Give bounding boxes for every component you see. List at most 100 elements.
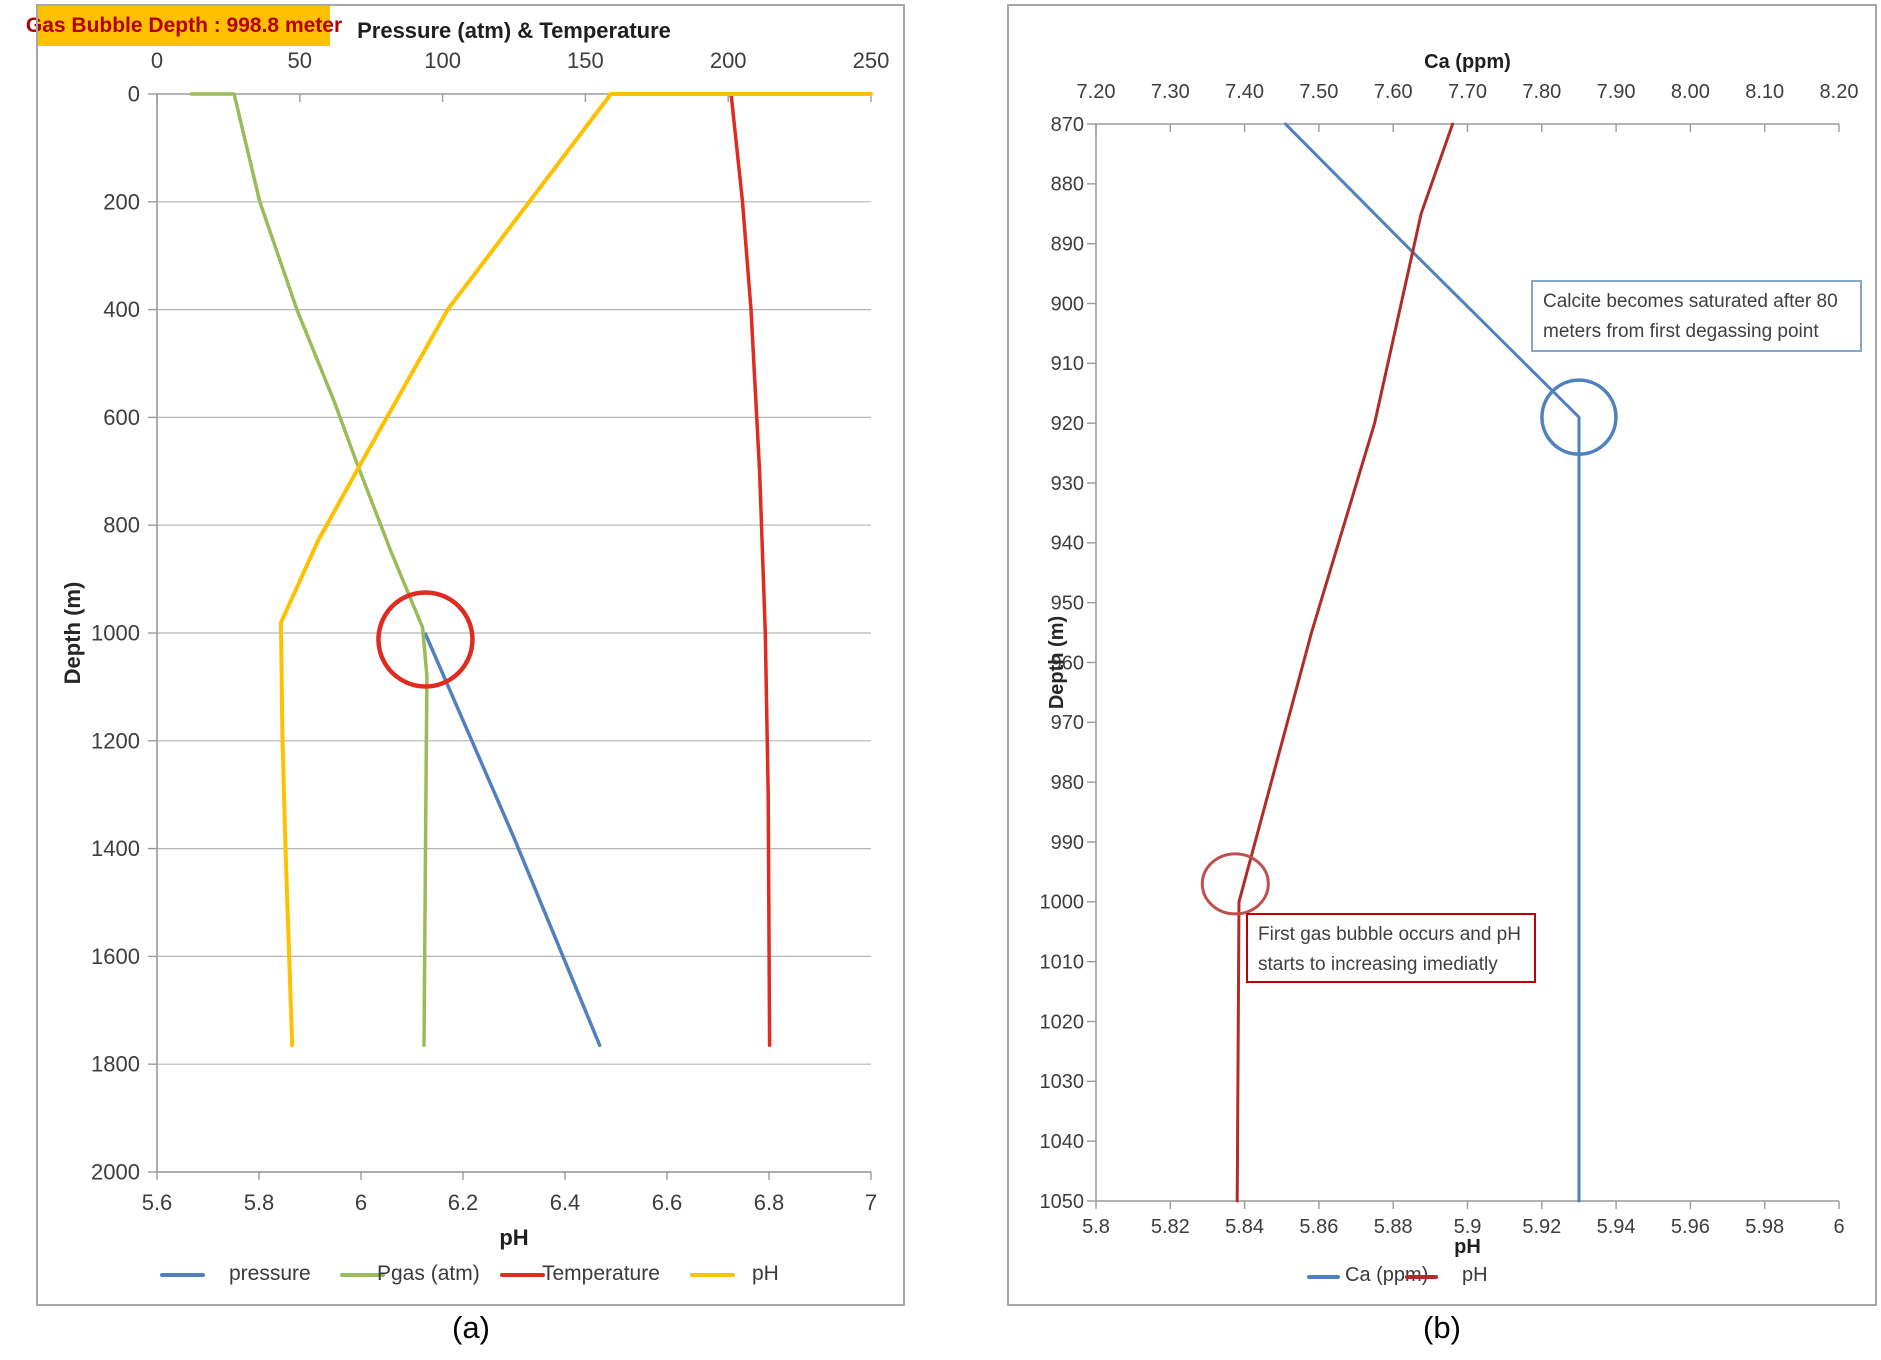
bottom-axis-tick-label: 6 <box>355 1190 367 1215</box>
top-axis-tick-label: 150 <box>567 48 604 73</box>
depth-tick-label: 1000 <box>91 620 140 645</box>
bottom-axis-tick-label: 6.2 <box>448 1190 479 1215</box>
bottom-axis-title: pH <box>499 1225 528 1250</box>
bottom-axis-title: pH <box>1454 1236 1481 1258</box>
top-axis-title: Ca (ppm) <box>1424 51 1511 73</box>
gas-bubble-depth-badge: Gas Bubble Depth : 998.8 meter <box>26 6 342 46</box>
legend-label-ca-ppm-: Ca (ppm) <box>1345 1264 1429 1286</box>
top-axis-tick-label: 7.80 <box>1522 81 1561 103</box>
top-axis-title: Pressure (atm) & Temperature <box>357 18 671 43</box>
bottom-axis-tick-label: 5.6 <box>142 1190 173 1215</box>
depth-tick-label: 2000 <box>91 1159 140 1184</box>
legend-swatch-ph <box>690 1273 735 1277</box>
series-temperature <box>729 92 772 1048</box>
annotation-line: starts to increasing imediatly <box>1258 954 1498 976</box>
depth-tick-label: 960 <box>1051 652 1084 674</box>
top-axis-tick-label: 7.60 <box>1374 81 1413 103</box>
series-pgas-atm- <box>189 92 429 1048</box>
depth-tick-label: 940 <box>1051 533 1084 555</box>
chart-a-svg: 0 50 100 150 200 250 Pressure (atm) & Temperat… <box>60 18 890 1250</box>
bottom-axis-tick-label: 5.94 <box>1597 1216 1636 1238</box>
bottom-axis-tick-label: 5.86 <box>1299 1216 1338 1238</box>
depth-tick-label: 930 <box>1051 473 1084 495</box>
top-axis-tick-label: 0 <box>151 48 163 73</box>
top-axis-tick-label: 7.40 <box>1225 81 1264 103</box>
depth-tick-label: 1200 <box>91 728 140 753</box>
top-axis-tick-label: 50 <box>288 48 312 73</box>
subfigure-caption-b: (b) <box>1423 1310 1461 1345</box>
subfigure-caption-a: (a) <box>452 1310 490 1345</box>
depth-tick-label: 400 <box>103 297 140 322</box>
bottom-axis-tick-label: 5.98 <box>1745 1216 1784 1238</box>
top-axis-tick-label: 250 <box>853 48 890 73</box>
annotation-gas-bubble-box: First gas bubble occurs and pH starts to… <box>1246 913 1536 983</box>
top-axis-tick-label: 8.10 <box>1745 81 1784 103</box>
depth-tick-label: 1030 <box>1040 1071 1085 1093</box>
depth-tick-label: 600 <box>103 405 140 430</box>
annotation-line: Calcite becomes saturated after 80 <box>1543 291 1838 312</box>
top-axis-tick-label: 7.20 <box>1077 81 1116 103</box>
depth-tick-label: 0 <box>128 81 140 106</box>
chart-panel-b: 7.20 7.30 7.40 7.50 7.60 7.70 7.80 7.90 8.00 8.10… <box>1007 4 1877 1306</box>
series-ca-ppm- <box>1284 122 1581 1203</box>
bottom-axis-tick-label: 5.96 <box>1671 1216 1710 1238</box>
depth-tick-label: 900 <box>1051 293 1084 315</box>
y-axis-title: Depth (m) <box>60 582 85 685</box>
bottom-axis-tick-label: 6 <box>1833 1216 1844 1238</box>
depth-tick-label: 990 <box>1051 832 1084 854</box>
legend-label-ph: pH <box>752 1262 779 1285</box>
annotation-line: First gas bubble occurs and pH <box>1258 924 1521 945</box>
depth-tick-label: 1400 <box>91 836 140 861</box>
legend-label-pressure: pressure <box>229 1262 311 1285</box>
legend-swatch-ca-ppm- <box>1307 1275 1340 1279</box>
legend-b: Ca (ppm) pH <box>1007 1264 1877 1294</box>
highlight-circle <box>1540 378 1618 456</box>
legend-swatch-pgas-atm- <box>340 1273 385 1277</box>
bottom-axis-tick-label: 5.82 <box>1151 1216 1190 1238</box>
top-axis-tick-label: 7.50 <box>1299 81 1338 103</box>
legend-swatch-ph <box>1405 1275 1438 1279</box>
bottom-axis-tick-label: 5.8 <box>244 1190 275 1215</box>
legend-swatch-temperature <box>500 1273 545 1277</box>
series-ph <box>278 92 873 1048</box>
depth-tick-label: 1020 <box>1040 1011 1085 1033</box>
depth-tick-label: 890 <box>1051 233 1084 255</box>
legend-swatch-pressure <box>160 1273 205 1277</box>
depth-tick-label: 950 <box>1051 592 1084 614</box>
depth-tick-label: 200 <box>103 189 140 214</box>
bottom-axis-tick-label: 5.84 <box>1225 1216 1264 1238</box>
top-axis-tick-label: 7.70 <box>1448 81 1487 103</box>
depth-tick-label: 800 <box>103 513 140 538</box>
chart-b-svg: 7.20 7.30 7.40 7.50 7.60 7.70 7.80 7.90 8.00 8.10… <box>1040 51 1859 1258</box>
depth-tick-label: 880 <box>1051 174 1084 196</box>
depth-tick-label: 1000 <box>1040 892 1085 914</box>
highlight-circle <box>1200 852 1270 916</box>
depth-tick-label: 1800 <box>91 1052 140 1077</box>
depth-tick-label: 870 <box>1051 114 1084 136</box>
legend-label-pgas-atm-: Pgas (atm) <box>377 1262 480 1285</box>
top-axis-tick-label: 8.20 <box>1820 81 1859 103</box>
bottom-axis-tick-label: 5.8 <box>1082 1216 1110 1238</box>
depth-tick-label: 970 <box>1051 712 1084 734</box>
depth-tick-label: 1040 <box>1040 1131 1085 1153</box>
bottom-axis-tick-label: 5.9 <box>1454 1216 1482 1238</box>
annotation-line: meters from first degassing point <box>1543 321 1819 343</box>
top-axis-tick-label: 7.90 <box>1597 81 1636 103</box>
y-axis-title: Depth (m) <box>1046 616 1068 709</box>
bottom-axis-tick-label: 5.88 <box>1374 1216 1413 1238</box>
depth-tick-label: 1600 <box>91 944 140 969</box>
top-axis-tick-label: 100 <box>424 48 461 73</box>
depth-tick-label: 920 <box>1051 413 1084 435</box>
top-axis-tick-label: 8.00 <box>1671 81 1710 103</box>
series-ph <box>1235 122 1455 1203</box>
top-axis-tick-label: 200 <box>710 48 747 73</box>
series-pressure <box>423 632 602 1048</box>
highlight-circle <box>376 590 475 689</box>
depth-tick-label: 1050 <box>1040 1191 1085 1213</box>
bottom-axis-tick-label: 7 <box>865 1190 877 1215</box>
legend-label-ph: pH <box>1462 1264 1488 1286</box>
depth-tick-label: 910 <box>1051 353 1084 375</box>
bottom-axis-tick-label: 6.6 <box>652 1190 683 1215</box>
bottom-axis-tick-label: 5.92 <box>1522 1216 1561 1238</box>
